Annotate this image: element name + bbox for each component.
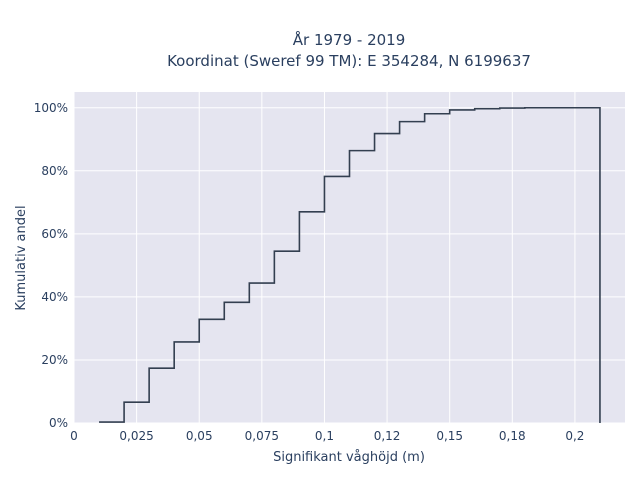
cumulative-step-line xyxy=(99,106,601,423)
x-tick-label: 0,15 xyxy=(436,429,463,443)
x-tick-label: 0,1 xyxy=(315,429,334,443)
y-tick-label: 20% xyxy=(41,353,68,367)
x-gridlines xyxy=(73,92,576,423)
x-tick-label: 0,18 xyxy=(499,429,526,443)
chart-title-line-1: År 1979 - 2019 xyxy=(293,30,406,49)
y-tick-label: 40% xyxy=(41,290,68,304)
x-tick-label: 0 xyxy=(70,429,78,443)
x-axis-title: Signifikant våghöjd (m) xyxy=(273,450,425,465)
y-tick-label: 0% xyxy=(49,416,68,430)
plot-area xyxy=(74,92,625,423)
y-tick-label: 80% xyxy=(41,164,68,178)
y-tick-label: 60% xyxy=(41,227,68,241)
x-tick-label: 0,2 xyxy=(565,429,584,443)
y-axis-title: Kumulativ andel xyxy=(14,205,29,310)
x-tick-label: 0,025 xyxy=(119,429,153,443)
x-tick-label: 0,12 xyxy=(374,429,401,443)
chart-title-line-2: Koordinat (Sweref 99 TM): E 354284, N 61… xyxy=(167,52,531,70)
y-axis-ticks: 0% 20% 40% 60% 80% 100% xyxy=(34,101,68,430)
x-axis-ticks: 0 0,025 0,05 0,075 0,1 0,12 0,15 0,18 0,2 xyxy=(70,429,584,443)
x-tick-label: 0,05 xyxy=(186,429,213,443)
y-tick-label: 100% xyxy=(34,101,68,115)
x-tick-label: 0,075 xyxy=(245,429,279,443)
cumulative-series xyxy=(99,106,601,423)
